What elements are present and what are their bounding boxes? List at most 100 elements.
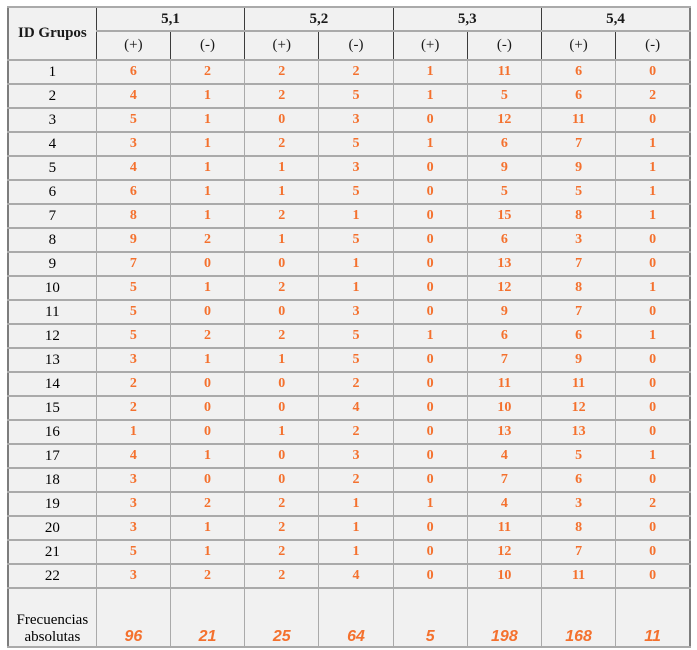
data-cell: 10 [466, 395, 542, 421]
data-cell: 1 [318, 515, 394, 541]
data-cell: 1 [169, 131, 246, 157]
data-cell: 12 [466, 275, 542, 301]
row-id-cell: 21 [7, 539, 97, 565]
data-cell: 0 [392, 515, 468, 541]
data-cell: 13 [540, 419, 617, 445]
data-cell: 1 [169, 515, 246, 541]
footer-total-cell: 64 [318, 587, 394, 648]
data-cell: 4 [95, 155, 171, 181]
data-cell: 11 [540, 107, 617, 133]
row-id-cell: 13 [7, 347, 97, 373]
data-cell: 0 [392, 467, 468, 493]
row-id-cell: 2 [7, 83, 97, 109]
data-cell: 3 [318, 443, 394, 469]
table-row: 7 8 1 2 1 0 15 8 1 [7, 203, 691, 229]
data-cell: 9 [466, 299, 542, 325]
data-cell: 1 [318, 251, 394, 277]
plus-header: (+) [540, 30, 617, 61]
data-cell: 1 [169, 83, 246, 109]
row-id-cell: 22 [7, 563, 97, 589]
data-cell: 8 [540, 203, 617, 229]
data-cell: 0 [392, 443, 468, 469]
data-cell: 4 [466, 491, 542, 517]
plus-header: (+) [95, 30, 171, 61]
data-cell: 11 [466, 371, 542, 397]
data-cell: 1 [169, 107, 246, 133]
footer-total-cell: 5 [392, 587, 468, 648]
data-cell: 4 [95, 443, 171, 469]
data-cell: 2 [244, 275, 320, 301]
data-cell: 7 [540, 299, 617, 325]
row-id-cell: 10 [7, 275, 97, 301]
data-cell: 2 [244, 515, 320, 541]
group-header-row: ID Grupos 5,1 5,2 5,3 5,4 [7, 6, 691, 61]
data-cell: 0 [615, 347, 691, 373]
data-cell: 6 [95, 59, 171, 85]
group-header-5-1: 5,1 [95, 6, 246, 32]
data-cell: 3 [95, 515, 171, 541]
data-cell: 15 [466, 203, 542, 229]
data-cell: 0 [244, 107, 320, 133]
data-cell: 0 [615, 107, 691, 133]
data-cell: 1 [169, 443, 246, 469]
data-cell: 0 [615, 467, 691, 493]
data-cell: 1 [169, 347, 246, 373]
data-cell: 3 [95, 131, 171, 157]
data-cell: 0 [244, 299, 320, 325]
data-cell: 0 [615, 371, 691, 397]
data-cell: 12 [466, 539, 542, 565]
data-cell: 0 [169, 467, 246, 493]
data-cell: 0 [392, 395, 468, 421]
data-cell: 2 [318, 371, 394, 397]
data-cell: 3 [318, 107, 394, 133]
table-row: 13 3 1 1 5 0 7 9 0 [7, 347, 691, 373]
row-id-cell: 6 [7, 179, 97, 205]
data-cell: 2 [244, 203, 320, 229]
footer-total-cell: 21 [169, 587, 246, 648]
data-cell: 3 [95, 347, 171, 373]
data-cell: 2 [244, 491, 320, 517]
data-cell: 3 [540, 227, 617, 253]
data-cell: 5 [318, 131, 394, 157]
frequency-table-container: ID Grupos 5,1 5,2 5,3 5,4 (+) (-) (+) (-… [7, 6, 691, 648]
data-cell: 0 [615, 395, 691, 421]
data-cell: 6 [540, 83, 617, 109]
data-cell: 1 [615, 131, 691, 157]
data-cell: 2 [244, 323, 320, 349]
data-cell: 13 [466, 419, 542, 445]
data-cell: 1 [169, 275, 246, 301]
data-cell: 2 [95, 371, 171, 397]
data-cell: 3 [95, 491, 171, 517]
data-cell: 6 [466, 323, 542, 349]
table-footer: Frecuencias absolutas 96 21 25 64 5 198 168 11 [7, 587, 691, 648]
minus-header: (-) [169, 30, 246, 61]
row-id-cell: 14 [7, 371, 97, 397]
id-grupos-header: ID Grupos [7, 6, 97, 61]
data-cell: 5 [95, 539, 171, 565]
table-header: ID Grupos 5,1 5,2 5,3 5,4 (+) (-) (+) (-… [7, 6, 691, 61]
data-cell: 2 [244, 59, 320, 85]
data-cell: 5 [318, 83, 394, 109]
sign-header-row: (+) (-) (+) (-) (+) (-) (+) (-) [8, 30, 691, 61]
data-cell: 8 [95, 203, 171, 229]
plus-header: (+) [244, 30, 320, 61]
table-row: 12 5 2 2 5 1 6 6 1 [7, 323, 691, 349]
data-cell: 2 [169, 59, 246, 85]
row-id-cell: 8 [7, 227, 97, 253]
data-cell: 12 [540, 395, 617, 421]
data-cell: 0 [392, 203, 468, 229]
data-cell: 0 [392, 371, 468, 397]
data-cell: 5 [540, 443, 617, 469]
data-cell: 0 [392, 539, 468, 565]
data-cell: 1 [169, 203, 246, 229]
table-row: 17 4 1 0 3 0 4 5 1 [7, 443, 691, 469]
data-cell: 1 [318, 491, 394, 517]
row-id-cell: 19 [7, 491, 97, 517]
data-cell: 1 [392, 59, 468, 85]
frequency-table: ID Grupos 5,1 5,2 5,3 5,4 (+) (-) (+) (-… [7, 6, 691, 648]
data-cell: 1 [244, 227, 320, 253]
data-cell: 2 [318, 467, 394, 493]
data-cell: 0 [169, 419, 246, 445]
